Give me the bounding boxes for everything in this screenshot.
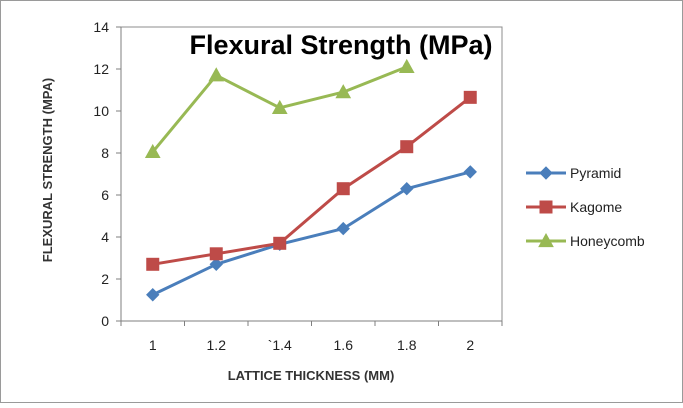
x-tick-label: 1.6 xyxy=(334,337,354,353)
y-tick-label: 10 xyxy=(93,103,109,119)
legend: Pyramid Kagome Honeycomb xyxy=(526,165,645,249)
data-point-pyramid xyxy=(209,257,223,272)
data-point-honeycomb xyxy=(398,58,415,73)
data-point-honeycomb xyxy=(144,143,161,159)
x-tick-label: `1.4 xyxy=(268,337,292,353)
data-point-kagome xyxy=(463,90,477,104)
data-point-honeycomb xyxy=(335,84,352,99)
data-point-kagome xyxy=(209,247,223,261)
legend-marker-pyramid xyxy=(539,166,553,180)
x-tick-label: 1 xyxy=(149,337,157,353)
y-tick-label: 6 xyxy=(101,187,109,203)
x-tick-label: 1.8 xyxy=(397,337,417,353)
series-line-pyramid xyxy=(152,170,471,297)
data-point-kagome xyxy=(336,182,350,196)
data-point-kagome xyxy=(273,236,287,250)
legend-label-kagome: Kagome xyxy=(570,199,622,215)
legend-marker-kagome xyxy=(539,200,553,214)
legend-label-honeycomb: Honeycomb xyxy=(570,233,645,249)
data-point-pyramid xyxy=(400,181,414,196)
x-tick-label: 2 xyxy=(466,337,474,353)
legend-marker-honeycomb xyxy=(538,232,554,248)
data-point-honeycomb xyxy=(271,99,288,114)
y-axis-label: FLEXURAL STRENGTH (MPA) xyxy=(40,78,55,262)
data-point-pyramid xyxy=(146,288,160,302)
plot-area: 0 2 4 6 8 10 12 14 1 1.2 `1.4 1.6 1.8 2 xyxy=(93,19,503,353)
data-point-honeycomb xyxy=(208,67,225,82)
legend-label-pyramid: Pyramid xyxy=(570,165,621,181)
data-point-pyramid xyxy=(336,221,350,236)
y-tick-label: 0 xyxy=(101,313,109,329)
data-point-kagome xyxy=(146,257,160,271)
y-tick-label: 2 xyxy=(101,271,109,287)
x-tick-label: 1.2 xyxy=(207,337,227,353)
series-line-kagome xyxy=(152,96,472,266)
y-tick-label: 14 xyxy=(93,19,109,35)
data-point-kagome xyxy=(400,140,414,154)
data-point-pyramid xyxy=(463,165,477,179)
y-tick-label: 4 xyxy=(101,229,109,245)
y-tick-label: 8 xyxy=(101,145,109,161)
x-axis-label: LATTICE THICKNESS (MM) xyxy=(228,368,395,383)
y-tick-label: 12 xyxy=(93,61,109,77)
chart-title: Flexural Strength (MPa) xyxy=(189,30,492,60)
